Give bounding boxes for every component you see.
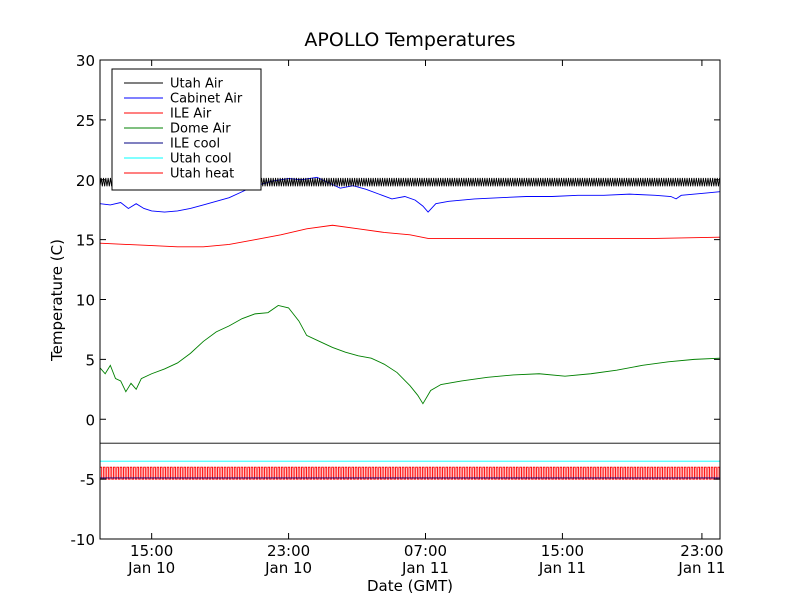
legend-label-cabinet-air: Cabinet Air	[170, 92, 243, 107]
x-tick-date-label: Jan 11	[538, 559, 586, 577]
x-tick-time-label: 15:00	[541, 542, 584, 560]
x-tick-date-label: Jan 11	[677, 559, 725, 577]
x-tick-date-label: Jan 11	[401, 559, 449, 577]
series-ile-air	[100, 224, 720, 248]
series-dome-air	[100, 305, 720, 405]
x-tick-time-label: 23:00	[680, 542, 723, 560]
series-cabinet-air	[100, 176, 720, 213]
x-tick-time-label: 15:00	[130, 542, 173, 560]
y-tick-label: 20	[76, 172, 95, 190]
y-tick-label: 15	[76, 232, 95, 250]
y-tick-label: 30	[76, 52, 95, 70]
legend-label-ile-cool: ILE cool	[170, 137, 220, 152]
y-tick-label: 25	[76, 112, 95, 130]
legend-label-utah-heat: Utah heat	[170, 167, 234, 182]
y-tick-label: 0	[85, 411, 95, 429]
y-tick-label: 10	[76, 292, 95, 310]
y-tick-label: 5	[85, 351, 95, 369]
x-tick-time-label: 23:00	[267, 542, 310, 560]
plot-frame	[99, 59, 721, 540]
x-tick-date-label: Jan 10	[264, 559, 312, 577]
x-tick-time-label: 07:00	[404, 542, 447, 560]
series-layer	[100, 176, 720, 480]
series-utah-heat	[100, 466, 720, 480]
x-tick-date-label: Jan 10	[127, 559, 175, 577]
legend-label-ile-air: ILE Air	[170, 107, 212, 122]
y-tick-label: -10	[71, 531, 96, 549]
legend-label-dome-air: Dome Air	[170, 122, 231, 137]
x-axis-label: Date (GMT)	[367, 577, 453, 595]
legend-label-utah-cool: Utah cool	[170, 152, 232, 167]
y-axis-label: Temperature (C)	[48, 239, 66, 362]
legend-label-utah-air: Utah Air	[170, 77, 223, 92]
legend-box	[111, 68, 262, 191]
chart-title: APOLLO Temperatures	[304, 29, 515, 51]
y-tick-label: -5	[80, 471, 95, 489]
